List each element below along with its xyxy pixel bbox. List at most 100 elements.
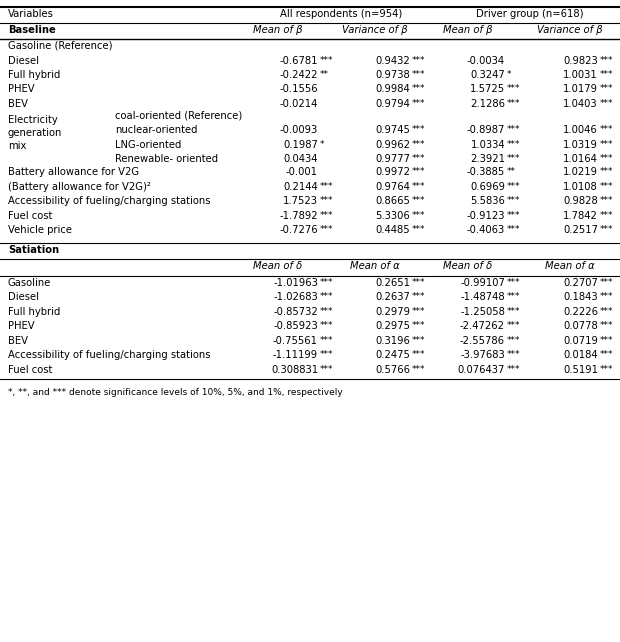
Text: ***: *** (320, 365, 334, 374)
Text: ***: *** (507, 306, 521, 316)
Text: Diesel: Diesel (8, 292, 39, 302)
Text: Renewable- oriented: Renewable- oriented (115, 154, 218, 164)
Text: Mean of β: Mean of β (443, 25, 493, 35)
Text: -0.0093: -0.0093 (280, 125, 318, 135)
Text: ***: *** (412, 277, 425, 286)
Text: 0.9984: 0.9984 (375, 85, 410, 94)
Text: ***: *** (507, 292, 521, 301)
Text: ***: *** (507, 154, 521, 163)
Text: -1.01963: -1.01963 (273, 277, 318, 288)
Text: 1.0334: 1.0334 (471, 139, 505, 150)
Text: 0.2651: 0.2651 (375, 277, 410, 288)
Text: ***: *** (320, 182, 334, 191)
Text: 0.2475: 0.2475 (375, 350, 410, 360)
Text: -0.85732: -0.85732 (273, 306, 318, 317)
Text: -0.2422: -0.2422 (280, 70, 318, 80)
Text: 1.0031: 1.0031 (563, 70, 598, 80)
Text: 1.0403: 1.0403 (564, 99, 598, 109)
Text: Variables: Variables (8, 9, 54, 19)
Text: ***: *** (320, 306, 334, 316)
Text: ***: *** (507, 225, 521, 234)
Text: 0.2517: 0.2517 (563, 225, 598, 235)
Text: coal-oriented (Reference): coal-oriented (Reference) (115, 110, 242, 121)
Text: Mean of β: Mean of β (253, 25, 303, 35)
Text: PHEV: PHEV (8, 321, 35, 331)
Text: Mean of α: Mean of α (350, 261, 400, 271)
Text: ***: *** (412, 125, 425, 134)
Text: ***: *** (507, 196, 521, 205)
Text: ***: *** (507, 99, 521, 108)
Text: 1.5725: 1.5725 (470, 85, 505, 94)
Text: -0.0034: -0.0034 (467, 55, 505, 65)
Text: 1.0219: 1.0219 (563, 167, 598, 177)
Text: 0.5191: 0.5191 (563, 365, 598, 374)
Text: Gasoline (Reference): Gasoline (Reference) (8, 41, 112, 51)
Text: 0.9777: 0.9777 (375, 154, 410, 164)
Text: ***: *** (412, 154, 425, 163)
Text: 1.0046: 1.0046 (563, 125, 598, 135)
Text: Mean of α: Mean of α (545, 261, 595, 271)
Text: LNG-oriented: LNG-oriented (115, 139, 182, 150)
Text: ***: *** (507, 139, 521, 148)
Text: ***: *** (600, 55, 614, 64)
Text: Fuel cost: Fuel cost (8, 365, 52, 374)
Text: ***: *** (600, 99, 614, 108)
Text: ***: *** (320, 277, 334, 286)
Text: *: * (507, 70, 512, 79)
Text: ***: *** (320, 350, 334, 359)
Text: 0.9794: 0.9794 (375, 99, 410, 109)
Text: *: * (320, 139, 324, 148)
Text: ***: *** (320, 292, 334, 301)
Text: -0.0214: -0.0214 (280, 99, 318, 109)
Text: ***: *** (507, 365, 521, 374)
Text: -1.7892: -1.7892 (280, 211, 318, 221)
Text: -1.25058: -1.25058 (460, 306, 505, 317)
Text: ***: *** (412, 55, 425, 64)
Text: -0.1556: -0.1556 (280, 85, 318, 94)
Text: -3.97683: -3.97683 (460, 350, 505, 360)
Text: Accessibility of fueling/charging stations: Accessibility of fueling/charging statio… (8, 196, 211, 206)
Text: -1.11199: -1.11199 (273, 350, 318, 360)
Text: BEV: BEV (8, 336, 28, 345)
Text: -0.4063: -0.4063 (467, 225, 505, 235)
Text: ***: *** (412, 365, 425, 374)
Text: ***: *** (600, 182, 614, 191)
Text: 0.9432: 0.9432 (375, 55, 410, 65)
Text: PHEV: PHEV (8, 85, 35, 94)
Text: 0.0184: 0.0184 (564, 350, 598, 360)
Text: 0.1987: 0.1987 (283, 139, 318, 150)
Text: ***: *** (507, 277, 521, 286)
Text: 1.7842: 1.7842 (563, 211, 598, 221)
Text: Vehicle price: Vehicle price (8, 225, 72, 235)
Text: 2.3921: 2.3921 (470, 154, 505, 164)
Text: 0.2975: 0.2975 (375, 321, 410, 331)
Text: Full hybrid: Full hybrid (8, 70, 60, 80)
Text: 0.9972: 0.9972 (375, 167, 410, 177)
Text: ***: *** (412, 70, 425, 79)
Text: ***: *** (600, 306, 614, 316)
Text: ***: *** (600, 196, 614, 205)
Text: ***: *** (320, 225, 334, 234)
Text: 1.0319: 1.0319 (563, 139, 598, 150)
Text: All respondents (n=954): All respondents (n=954) (280, 9, 402, 19)
Text: 0.076437: 0.076437 (458, 365, 505, 374)
Text: 1.0164: 1.0164 (563, 154, 598, 164)
Text: 0.2144: 0.2144 (283, 182, 318, 192)
Text: -1.48748: -1.48748 (461, 292, 505, 302)
Text: 0.9764: 0.9764 (375, 182, 410, 192)
Text: 0.5766: 0.5766 (375, 365, 410, 374)
Text: 0.0434: 0.0434 (283, 154, 318, 164)
Text: ***: *** (600, 70, 614, 79)
Text: 1.0179: 1.0179 (563, 85, 598, 94)
Text: ***: *** (412, 196, 425, 205)
Text: ***: *** (507, 350, 521, 359)
Text: 0.9823: 0.9823 (563, 55, 598, 65)
Text: 0.308831: 0.308831 (271, 365, 318, 374)
Text: ***: *** (412, 99, 425, 108)
Text: ***: *** (600, 139, 614, 148)
Text: 0.4485: 0.4485 (375, 225, 410, 235)
Text: 0.1843: 0.1843 (564, 292, 598, 302)
Text: -2.55786: -2.55786 (460, 336, 505, 345)
Text: (Battery allowance for V2G)²: (Battery allowance for V2G)² (8, 182, 151, 192)
Text: -0.7276: -0.7276 (280, 225, 318, 235)
